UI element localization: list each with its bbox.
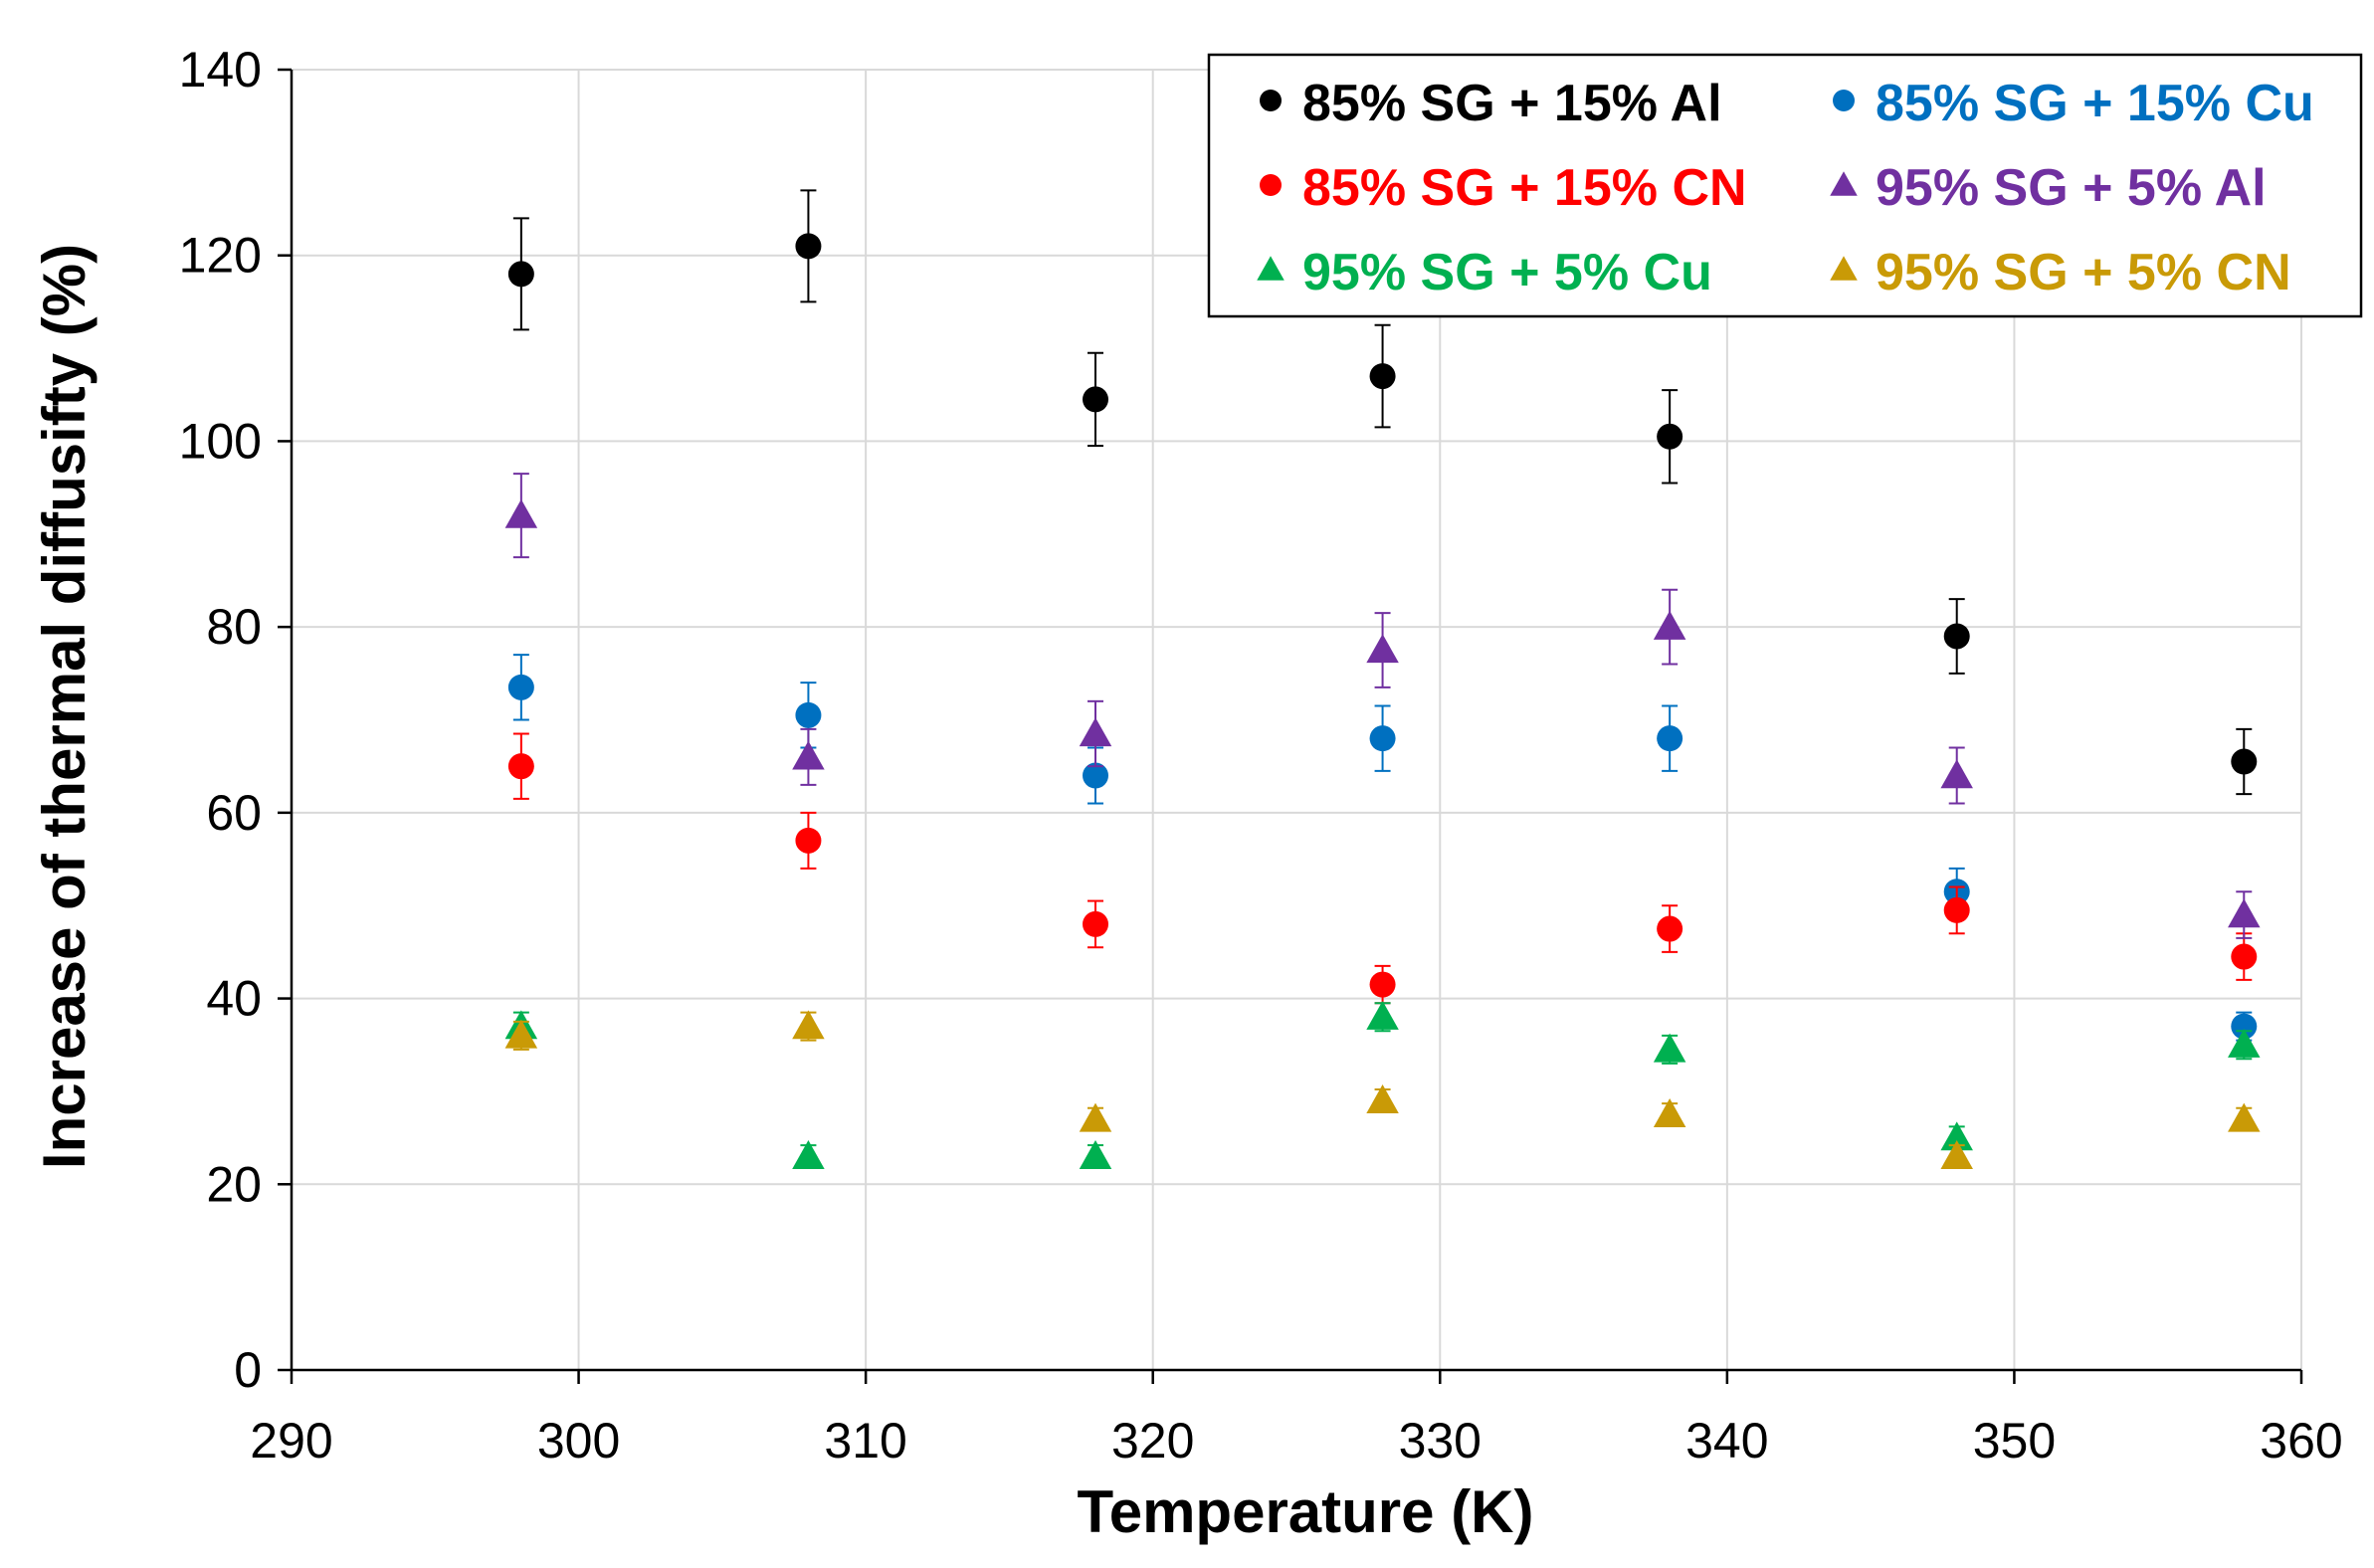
data-point (1653, 1033, 1686, 1063)
data-point (2231, 1013, 2258, 1040)
legend-label: 95% SG + 5% CN (1876, 244, 2291, 301)
x-tick-label: 320 (1111, 1413, 1194, 1469)
data-point (1366, 634, 1399, 664)
data-point (1657, 915, 1683, 942)
data-point (1083, 762, 1108, 789)
legend-label: 95% SG + 5% Al (1876, 159, 2267, 217)
legend-box (1207, 53, 2363, 318)
data-point (795, 701, 822, 728)
legend-marker (1257, 256, 1285, 281)
data-point (1083, 910, 1108, 937)
data-point (1940, 759, 1973, 789)
series-4 (504, 473, 2261, 939)
y-tick-label: 80 (206, 599, 262, 655)
data-point (2231, 943, 2258, 970)
series-5 (504, 1000, 2261, 1169)
data-layer (504, 189, 2261, 1169)
data-point (1657, 725, 1683, 752)
data-point (1657, 423, 1683, 450)
data-point (507, 674, 534, 700)
y-tick-label: 0 (234, 1342, 262, 1398)
x-axis-title: Temperature (K) (1078, 1478, 1534, 1545)
data-point (1079, 717, 1112, 747)
data-point (792, 740, 825, 770)
data-point (1940, 1140, 1973, 1169)
legend-label: 85% SG + 15% Al (1302, 75, 1722, 132)
series-2 (507, 654, 2258, 1042)
y-tick-label: 60 (206, 785, 262, 841)
data-point (507, 753, 534, 780)
y-tick-label: 40 (206, 971, 262, 1027)
x-tick-label: 310 (824, 1413, 906, 1469)
legend-marker (1830, 171, 1858, 196)
data-point (792, 1140, 825, 1169)
data-point (504, 1019, 538, 1049)
y-axis-title: Increase of thermal diffusifty (%) (31, 244, 98, 1169)
series-3 (507, 732, 2258, 1005)
legend-label: 85% SG + 15% Cu (1876, 75, 2314, 132)
legend-marker (1260, 90, 1282, 111)
x-tick-label: 330 (1399, 1413, 1482, 1469)
y-tick-label: 120 (179, 228, 262, 284)
data-point (1653, 1098, 1686, 1127)
y-tick-label: 100 (179, 413, 262, 469)
legend-label: 95% SG + 5% Cu (1302, 244, 1712, 301)
data-point (1943, 896, 1970, 923)
series-1 (507, 189, 2258, 796)
data-point (1366, 1000, 1399, 1030)
data-point (2228, 1029, 2261, 1058)
data-point (795, 827, 822, 854)
data-point (1943, 623, 1970, 650)
data-point (2228, 898, 2261, 928)
legend: 85% SG + 15% Al 85% SG + 15% Cu 85% SG + 1… (1207, 53, 2363, 318)
x-tick-label: 300 (537, 1413, 620, 1469)
x-tick-label: 340 (1685, 1413, 1768, 1469)
legend-label: 85% SG + 15% CN (1302, 159, 1747, 217)
y-tick-label: 20 (206, 1156, 262, 1212)
data-point (1079, 1102, 1112, 1132)
data-point (507, 261, 534, 288)
axis-layer: Temperature (K) Increase of thermal diff… (31, 42, 2343, 1545)
legend-marker (1830, 256, 1858, 281)
legend-marker (1260, 174, 1282, 196)
data-point (1369, 363, 1396, 390)
data-point (1653, 610, 1686, 640)
x-tick-label: 360 (2260, 1413, 2342, 1469)
data-point (1083, 386, 1108, 413)
x-tick-label: 350 (1973, 1413, 2056, 1469)
data-point (2228, 1102, 2261, 1132)
y-tick-label: 140 (179, 42, 262, 98)
data-point (2231, 748, 2258, 775)
data-point (504, 498, 538, 528)
series-6 (504, 1010, 2261, 1169)
data-point (1369, 725, 1396, 752)
x-tick-label: 290 (250, 1413, 332, 1469)
data-point (1079, 1140, 1112, 1169)
data-point (1940, 1121, 1973, 1151)
data-point (795, 233, 822, 260)
data-point (792, 1010, 825, 1040)
data-point (1369, 971, 1396, 998)
data-point (1366, 1084, 1399, 1113)
legend-marker (1833, 90, 1855, 111)
